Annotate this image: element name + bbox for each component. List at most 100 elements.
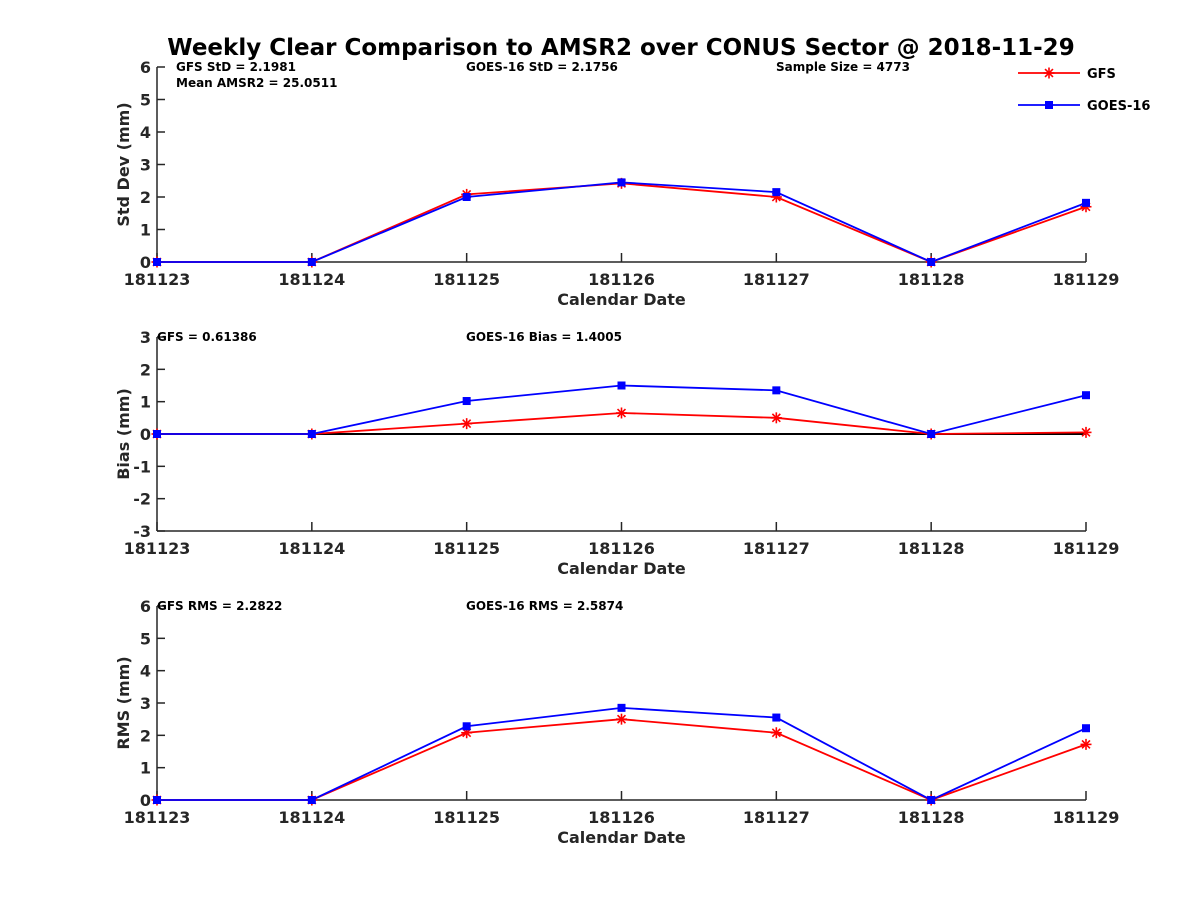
std-dev-goes-16-point xyxy=(153,258,161,266)
bias-x-tick-label: 181123 xyxy=(124,539,191,558)
rms-goes-16-point xyxy=(462,722,471,731)
rms-series-goes-16 xyxy=(153,703,1090,804)
rms-y-tick-label: 6 xyxy=(140,597,151,616)
rms-y-tick-label: 2 xyxy=(140,726,151,745)
std-dev-stat-sample-size: Sample Size = 4773 xyxy=(776,60,910,74)
std-dev-goes-16-point xyxy=(462,193,471,201)
std-dev-y-tick-label: 1 xyxy=(140,221,151,240)
bias-stat-goes-16-bias: GOES-16 Bias = 1.4005 xyxy=(466,330,622,344)
std-dev-x-tick-label: 181126 xyxy=(588,270,655,289)
bias-y-tick-label: -2 xyxy=(133,490,151,509)
std-dev-y-tick-label: 0 xyxy=(140,253,151,272)
std-dev-x-tick-label: 181125 xyxy=(433,270,500,289)
bias-gfs-point xyxy=(616,407,627,419)
rms-stat-gfs-rms: GFS RMS = 2.2822 xyxy=(157,599,282,613)
std-dev-x-tick-label: 181127 xyxy=(743,270,810,289)
rms-stat-goes-16-rms: GOES-16 RMS = 2.5874 xyxy=(466,599,623,613)
bias-series-goes-16 xyxy=(153,381,1090,438)
std-dev-goes-16-point xyxy=(927,258,936,266)
std-dev-stat-goes-16-std: GOES-16 StD = 2.1756 xyxy=(466,60,618,74)
rms-y-tick-label: 1 xyxy=(140,759,151,778)
rms-y-tick-label: 3 xyxy=(140,694,151,713)
bias-x-tick-label: 181127 xyxy=(743,539,810,558)
bias-goes-16-point xyxy=(307,430,316,438)
bias-y-axis-label: Bias (mm) xyxy=(114,388,133,480)
std-dev-goes-16-point xyxy=(617,178,626,187)
rms-gfs-point xyxy=(1080,738,1092,750)
bias-y-tick-label: 0 xyxy=(140,425,151,444)
rms-goes-16-point xyxy=(1082,724,1090,733)
bias-y-tick-label: -1 xyxy=(133,457,151,476)
rms-y-axis-label: RMS (mm) xyxy=(114,656,133,749)
bias-gfs-point xyxy=(1080,426,1092,438)
rms-x-tick-label: 181124 xyxy=(278,808,345,827)
legend-goes-16-label: GOES-16 xyxy=(1087,99,1150,114)
rms-y-tick-label: 4 xyxy=(140,662,151,681)
std-dev-goes-16-point xyxy=(307,258,316,266)
std-dev-x-tick-label: 181124 xyxy=(278,270,345,289)
bias-x-tick-label: 181129 xyxy=(1053,539,1120,558)
rms-x-tick-label: 181126 xyxy=(588,808,655,827)
rms-gfs-point xyxy=(616,713,627,725)
bias-x-tick-label: 181125 xyxy=(433,539,500,558)
std-dev-y-tick-label: 5 xyxy=(140,91,151,110)
bias-y-tick-label: 1 xyxy=(140,393,151,412)
rms-y-tick-label: 0 xyxy=(140,791,151,810)
rms-x-tick-label: 181125 xyxy=(433,808,500,827)
panel-bias: -3 -2 -1 0 1 2 3 181123 181124 181125 181126 181127… xyxy=(114,328,1119,578)
rms-x-tick-label: 181127 xyxy=(743,808,810,827)
bias-goes-16-point xyxy=(927,430,936,438)
bias-y-tick-label: -3 xyxy=(133,522,151,541)
bias-y-tick-label: 2 xyxy=(140,360,151,379)
panel-std-dev: 0 1 2 3 4 5 6 181123 181124 181125 181126 181127 181… xyxy=(114,58,1119,309)
std-dev-x-tick-label: 181128 xyxy=(898,270,965,289)
legend-gfs-marker xyxy=(1043,67,1055,79)
std-dev-stat-mean-amsr2: Mean AMSR2 = 25.0511 xyxy=(176,76,337,90)
bias-goes-16-point xyxy=(617,381,626,390)
std-dev-x-tick-label: 181123 xyxy=(124,270,191,289)
figure-title: Weekly Clear Comparison to AMSR2 over CO… xyxy=(167,35,1074,61)
std-dev-y-axis-label: Std Dev (mm) xyxy=(114,102,133,226)
rms-goes-16-point xyxy=(153,796,161,804)
rms-y-tick-label: 5 xyxy=(140,629,151,648)
std-dev-x-axis-label: Calendar Date xyxy=(557,290,686,309)
legend-entry-gfs: GFS xyxy=(1018,67,1116,82)
panel-rms: 0 1 2 3 4 5 6 181123 181124 181125 181126 181127 181… xyxy=(114,597,1119,847)
bias-goes-16-point xyxy=(1082,391,1090,400)
rms-x-tick-label: 181123 xyxy=(124,808,191,827)
bias-goes-16-point xyxy=(772,386,781,395)
rms-goes-16-point xyxy=(617,703,626,712)
std-dev-goes-16-point xyxy=(1082,198,1090,207)
rms-goes-16-point xyxy=(927,796,936,804)
std-dev-series-goes-16 xyxy=(153,178,1090,266)
legend-entry-goes-16: GOES-16 xyxy=(1018,99,1150,114)
std-dev-y-tick-label: 6 xyxy=(140,58,151,77)
rms-goes-16-point xyxy=(307,796,316,804)
bias-x-tick-label: 181124 xyxy=(278,539,345,558)
legend-goes-16-marker xyxy=(1045,101,1053,109)
rms-gfs-point xyxy=(770,727,782,739)
std-dev-y-tick-label: 4 xyxy=(140,123,151,142)
std-dev-stat-gfs-std: GFS StD = 2.1981 xyxy=(176,60,296,74)
std-dev-x-tick-label: 181129 xyxy=(1053,270,1120,289)
bias-y-tick-label: 3 xyxy=(140,328,151,347)
std-dev-y-tick-label: 3 xyxy=(140,156,151,175)
legend-gfs-label: GFS xyxy=(1087,67,1116,82)
bias-stat-gfs: GFS = 0.61386 xyxy=(157,330,257,344)
bias-x-tick-label: 181126 xyxy=(588,539,655,558)
bias-goes-16-point xyxy=(153,430,161,438)
bias-goes-16-point xyxy=(462,397,471,406)
bias-x-axis-label: Calendar Date xyxy=(557,559,686,578)
std-dev-y-tick-label: 2 xyxy=(140,188,151,207)
rms-goes-16-point xyxy=(772,713,781,722)
bias-gfs-point xyxy=(770,412,782,424)
std-dev-goes-16-point xyxy=(772,188,781,197)
rms-x-axis-label: Calendar Date xyxy=(557,828,686,847)
legend: GFS GOES-16 xyxy=(1018,67,1150,114)
rms-x-tick-label: 181129 xyxy=(1053,808,1120,827)
rms-x-tick-label: 181128 xyxy=(898,808,965,827)
bias-gfs-point xyxy=(461,418,473,430)
bias-x-tick-label: 181128 xyxy=(898,539,965,558)
